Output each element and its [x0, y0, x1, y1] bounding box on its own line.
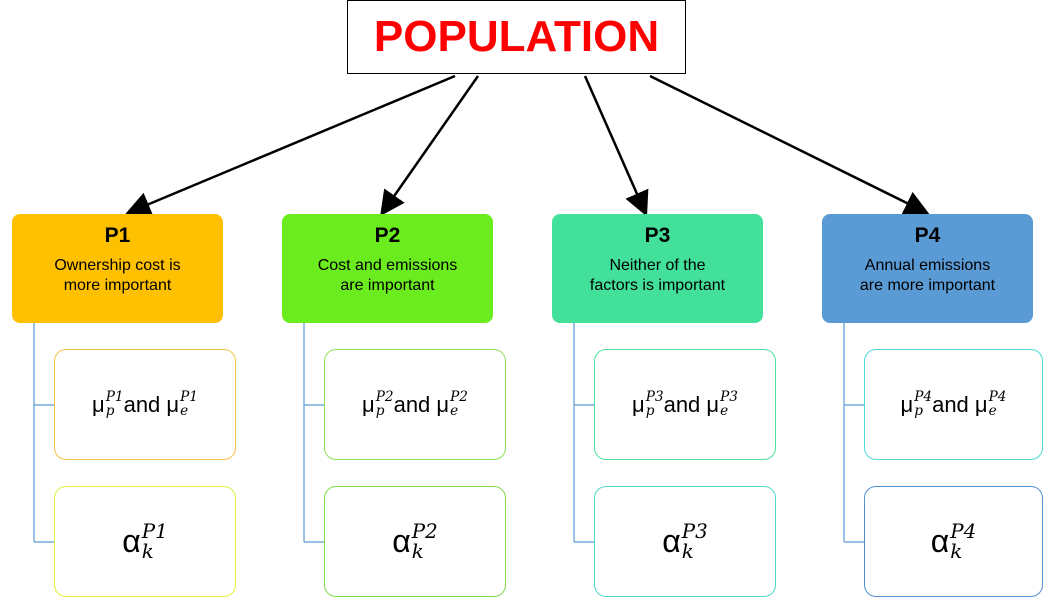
parameter-item: μ P2 p and μ P2 e	[324, 349, 506, 460]
math-scripts: P1 p	[105, 388, 124, 419]
math-symbol: μ	[706, 391, 720, 417]
math-scripts: P2 p	[375, 388, 394, 419]
group-node: P2 Cost and emissions are important	[282, 214, 493, 323]
weight-item: α P4 k	[864, 486, 1043, 597]
math-scripts: P3 k	[681, 519, 708, 563]
math-sub: e	[450, 402, 459, 419]
math-scripts: P4 e	[988, 388, 1007, 419]
connector-text: and	[393, 391, 431, 417]
group-description: Annual emissions are more important	[822, 256, 1033, 296]
math-sub: e	[180, 402, 189, 419]
math-symbol: μ	[436, 391, 450, 417]
math-symbol: α	[662, 523, 681, 559]
math-symbol: μ	[92, 391, 105, 417]
arrow	[583, 75, 649, 217]
group-description: Ownership cost is more important	[12, 256, 223, 296]
math-sup: P3	[720, 388, 738, 405]
math-scripts: P1 k	[141, 519, 168, 563]
math-scripts: P2 e	[450, 388, 468, 419]
math-symbol: α	[930, 523, 950, 559]
math-sub: k	[411, 539, 424, 563]
math-symbol: μ	[974, 391, 988, 417]
math-scripts: P3 p	[645, 388, 664, 419]
weight-item: α P3 k	[594, 486, 776, 597]
math-sub: p	[375, 402, 385, 419]
weight-item: α P1 k	[54, 486, 236, 597]
root-node: POPULATION	[347, 0, 686, 74]
description-line: Neither of the	[609, 257, 706, 274]
group-description: Neither of the factors is important	[552, 256, 763, 296]
arrow	[380, 75, 480, 217]
math-symbol: μ	[632, 391, 645, 417]
description-line: Annual emissions	[864, 257, 991, 274]
parameter-item: μ P4 p and μ P4 e	[864, 349, 1043, 460]
group-label: P3	[644, 224, 671, 247]
math-scripts: P2 k	[411, 519, 438, 563]
math-symbol: μ	[166, 391, 180, 417]
arrow	[125, 74, 456, 216]
math-scripts: P4 k	[950, 519, 977, 563]
math-sub: k	[141, 539, 154, 563]
group-node: P3 Neither of the factors is important	[552, 214, 763, 323]
math-sup: P1	[180, 388, 198, 405]
math-sub: e	[988, 402, 997, 419]
description-line: are important	[340, 277, 435, 294]
math-sub: p	[914, 402, 923, 419]
math-sup: P2	[450, 388, 468, 405]
description-line: factors is important	[589, 277, 726, 294]
math-sup: P4	[950, 519, 977, 543]
math-sup: P1	[141, 519, 168, 543]
math-sub: e	[720, 402, 729, 419]
connector-text: and	[932, 391, 969, 417]
math-symbol: μ	[362, 391, 375, 417]
description-line: are more important	[859, 277, 996, 294]
math-scripts: P3 e	[720, 388, 738, 419]
math-sup: P1	[105, 388, 124, 405]
connector-text: and	[123, 391, 161, 417]
math-symbol: α	[122, 523, 141, 559]
description-line: Cost and emissions	[317, 257, 458, 274]
math-sub: p	[105, 402, 115, 419]
description-line: more important	[63, 277, 172, 294]
math-symbol: μ	[900, 391, 914, 417]
math-scripts: P1 e	[180, 388, 198, 419]
math-sub: p	[645, 402, 655, 419]
group-node: P4 Annual emissions are more important	[822, 214, 1033, 323]
math-sup: P3	[681, 519, 708, 543]
group-node: P1 Ownership cost is more important	[12, 214, 223, 323]
math-sub: k	[681, 539, 694, 563]
connector-text: and	[663, 391, 701, 417]
parameter-item: μ P1 p and μ P1 e	[54, 349, 236, 460]
math-scripts: P4 p	[914, 388, 933, 419]
math-sup: P2	[411, 519, 438, 543]
description-line: Ownership cost is	[54, 257, 181, 274]
arrow	[649, 74, 930, 215]
group-label: P4	[914, 224, 941, 247]
weight-item: α P2 k	[324, 486, 506, 597]
math-sup: P3	[645, 388, 664, 405]
group-label: P1	[104, 224, 131, 247]
math-sup: P2	[375, 388, 394, 405]
math-sub: k	[950, 539, 963, 563]
math-symbol: α	[392, 523, 411, 559]
group-label: P2	[374, 224, 401, 247]
math-sup: P4	[914, 388, 933, 405]
math-sup: P4	[988, 388, 1007, 405]
parameter-item: μ P3 p and μ P3 e	[594, 349, 776, 460]
group-description: Cost and emissions are important	[282, 256, 493, 296]
